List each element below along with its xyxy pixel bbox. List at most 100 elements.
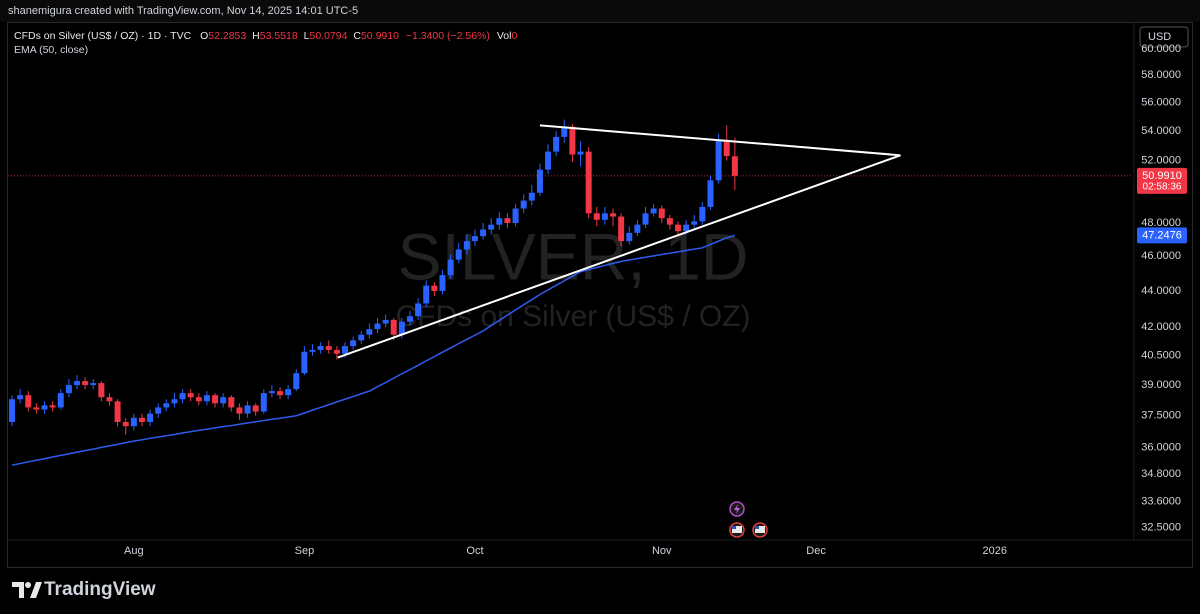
candle-body bbox=[390, 319, 397, 335]
candle-body bbox=[171, 399, 178, 404]
candle-body bbox=[674, 224, 681, 232]
plot-area bbox=[8, 119, 1132, 466]
candle-body bbox=[73, 381, 80, 386]
y-tick-label: 37.5000 bbox=[1141, 410, 1181, 422]
legend-header: CFDs on Silver (US$ / OZ) · 1D · TVC O52… bbox=[14, 30, 517, 42]
candle-body bbox=[561, 126, 568, 137]
y-tick-label: 60.0000 bbox=[1141, 43, 1181, 55]
candle-body bbox=[431, 285, 438, 291]
y-tick-label: 34.8000 bbox=[1141, 468, 1181, 480]
candle-body bbox=[212, 395, 219, 404]
candle-body bbox=[285, 389, 292, 396]
y-tick-label: 33.6000 bbox=[1141, 495, 1181, 507]
candle-body bbox=[195, 397, 202, 402]
candle-body bbox=[650, 208, 657, 214]
candle-body bbox=[187, 393, 194, 398]
event-glyph bbox=[755, 526, 765, 533]
candle-body bbox=[447, 259, 454, 276]
watermark-description: CFDs on Silver (US$ / OZ) bbox=[395, 300, 750, 333]
countdown-label: 02:58:36 bbox=[1143, 181, 1182, 192]
event-glyph bbox=[732, 526, 742, 533]
candle-body bbox=[374, 323, 381, 330]
candle-body bbox=[593, 213, 600, 220]
x-tick-label: Dec bbox=[806, 545, 826, 557]
footer: TradingView bbox=[12, 579, 156, 600]
candle-body bbox=[98, 383, 105, 398]
change: −1.3400 (−2.56%) bbox=[406, 30, 490, 42]
currency-label: USD bbox=[1148, 31, 1171, 43]
candle-body bbox=[415, 303, 422, 317]
last-price-box bbox=[1137, 167, 1187, 194]
candle-body bbox=[699, 206, 706, 222]
y-tick-label: 42.0000 bbox=[1141, 321, 1181, 333]
ohlc-value: 50.9910 bbox=[361, 30, 399, 42]
candle-body bbox=[610, 213, 617, 217]
candle-body bbox=[342, 346, 349, 354]
ema-line bbox=[11, 234, 736, 466]
ohlc-value: 50.0794 bbox=[309, 30, 347, 42]
y-tick-label: 36.0000 bbox=[1141, 441, 1181, 453]
candle-body bbox=[455, 249, 462, 260]
event-icons bbox=[729, 501, 768, 538]
candle-body bbox=[666, 218, 673, 225]
candle-body bbox=[585, 151, 592, 214]
candle-body bbox=[382, 319, 389, 324]
candle-body bbox=[317, 346, 324, 350]
candle-body bbox=[220, 397, 227, 404]
candle-body bbox=[723, 139, 730, 157]
candle-body bbox=[163, 403, 170, 408]
candle-body bbox=[82, 381, 89, 386]
brand-logo bbox=[25, 582, 31, 588]
candle-body bbox=[49, 405, 56, 408]
candle-body bbox=[480, 229, 487, 237]
candle-body bbox=[618, 216, 625, 242]
candle-body bbox=[577, 151, 584, 155]
candle-body bbox=[496, 218, 503, 225]
ohlc-key: O bbox=[200, 30, 208, 42]
chart-frame bbox=[7, 22, 1193, 568]
candle-body bbox=[236, 407, 243, 414]
candle-body bbox=[512, 208, 519, 224]
candle-body bbox=[130, 417, 137, 427]
x-tick-label: Oct bbox=[466, 545, 483, 557]
volume-value: 0 bbox=[511, 30, 517, 42]
candle-body bbox=[398, 321, 405, 335]
candle-body bbox=[41, 405, 48, 410]
candle-body bbox=[277, 391, 284, 396]
y-tick-label: 54.0000 bbox=[1141, 125, 1181, 137]
candle-body bbox=[138, 417, 145, 422]
ohlc-value: 53.5518 bbox=[260, 30, 298, 42]
y-tick-label: 32.5000 bbox=[1141, 521, 1181, 533]
candle-body bbox=[358, 334, 365, 341]
brand-logo bbox=[30, 582, 42, 598]
candle-body bbox=[634, 224, 641, 233]
x-tick-label: Nov bbox=[652, 545, 672, 557]
candle-body bbox=[228, 397, 235, 408]
candle-body bbox=[536, 169, 543, 193]
candle-body bbox=[57, 393, 64, 408]
candle-body bbox=[147, 413, 154, 422]
event-glyph bbox=[732, 526, 736, 529]
event-glyph bbox=[734, 504, 740, 514]
candle-body bbox=[683, 224, 690, 232]
candle-body bbox=[731, 156, 738, 176]
candle-body bbox=[65, 385, 72, 394]
candle-body bbox=[691, 221, 698, 225]
candle-body bbox=[366, 329, 373, 335]
candle-body bbox=[325, 346, 332, 350]
currency-button[interactable] bbox=[1139, 26, 1189, 48]
ohlc-value: 52.2853 bbox=[208, 30, 246, 42]
x-tick-label: Sep bbox=[295, 545, 315, 557]
brand-name: TradingView bbox=[44, 579, 156, 600]
candle-body bbox=[439, 275, 446, 291]
trendline bbox=[337, 154, 901, 359]
candle-body bbox=[642, 213, 649, 225]
candle-body bbox=[553, 136, 560, 152]
x-tick-label: 2026 bbox=[983, 545, 1007, 557]
ohlc-key: L bbox=[304, 30, 310, 42]
candle-body bbox=[309, 349, 316, 352]
brand-logo bbox=[12, 582, 24, 598]
candle-body bbox=[569, 126, 576, 155]
candle-body bbox=[626, 232, 633, 242]
